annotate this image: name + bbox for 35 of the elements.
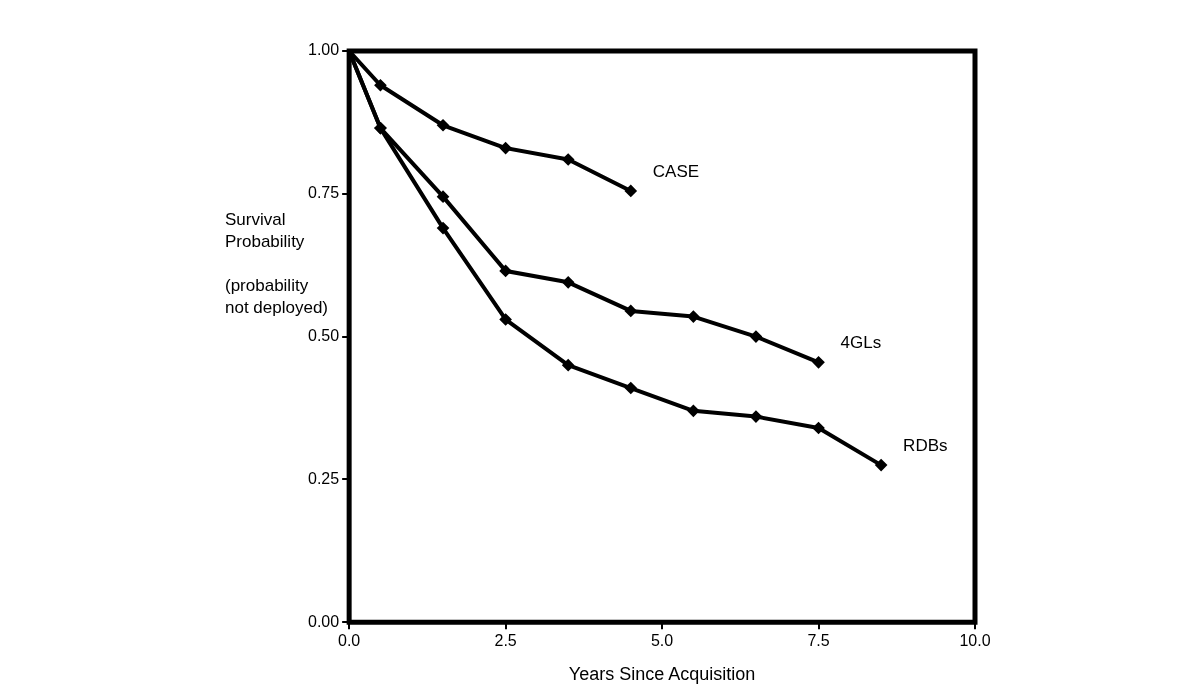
point bbox=[687, 311, 699, 323]
x-tick-label: 7.5 bbox=[807, 632, 830, 650]
y-tick-label: 0.75 bbox=[308, 184, 340, 202]
x-axis-title: Years Since Acquisition bbox=[568, 664, 756, 685]
point bbox=[500, 265, 512, 277]
x-tick-label: 10.0 bbox=[959, 632, 991, 650]
point bbox=[625, 185, 637, 197]
point bbox=[625, 382, 637, 394]
point bbox=[750, 331, 762, 343]
x-tick-label: 5.0 bbox=[650, 632, 674, 650]
point bbox=[437, 191, 449, 203]
series-label: RDBs bbox=[903, 436, 948, 456]
point bbox=[437, 119, 449, 131]
y-tick-label: 0.00 bbox=[308, 612, 340, 630]
y-tick-label: 0.50 bbox=[308, 327, 340, 345]
point bbox=[625, 305, 637, 317]
point bbox=[562, 154, 574, 166]
point bbox=[750, 411, 762, 423]
y-tick-label: 1.00 bbox=[308, 41, 340, 59]
x-tick-label: 2.5 bbox=[494, 632, 517, 650]
point bbox=[687, 405, 699, 417]
point bbox=[374, 79, 386, 91]
point bbox=[500, 313, 512, 325]
point bbox=[562, 276, 574, 288]
x-tick-label: 0.0 bbox=[338, 632, 361, 650]
text: Survival Probability (probability not deployed) bbox=[225, 209, 329, 317]
point bbox=[813, 356, 825, 368]
y-tick-label: 0.25 bbox=[308, 469, 340, 487]
series-label: 4GLs bbox=[840, 333, 882, 353]
point bbox=[875, 459, 887, 471]
point bbox=[562, 359, 574, 371]
series-label: CASE bbox=[652, 162, 700, 182]
point bbox=[437, 222, 449, 234]
point bbox=[813, 422, 825, 434]
point bbox=[500, 142, 512, 154]
